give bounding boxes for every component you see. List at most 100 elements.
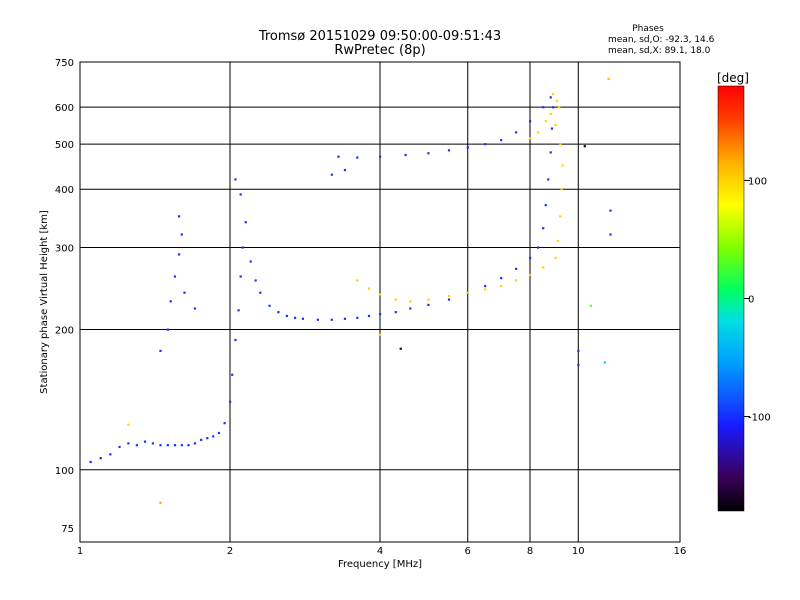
- data-point: [151, 442, 155, 445]
- data-point: [536, 246, 540, 249]
- data-point: [500, 276, 503, 280]
- data-point: [234, 178, 237, 181]
- data-point: [536, 131, 540, 134]
- data-point: [183, 291, 186, 294]
- y-axis-ticks: 75 100 200 300 400 500 600 750: [55, 58, 74, 535]
- data-point: [206, 437, 209, 440]
- outlier-point: [577, 349, 580, 353]
- data-point: [237, 309, 240, 312]
- y-tick-label: 500: [55, 140, 74, 151]
- data-point: [409, 300, 412, 303]
- data-point: [143, 440, 147, 443]
- data-point: [427, 298, 430, 301]
- x-tick-label: 6: [465, 546, 471, 557]
- data-point: [293, 316, 297, 319]
- data-point: [515, 279, 518, 282]
- data-point: [301, 317, 305, 320]
- data-point: [552, 106, 555, 109]
- data-point: [367, 314, 371, 318]
- data-point: [394, 311, 397, 314]
- data-point: [500, 284, 503, 288]
- data-point: [212, 435, 215, 438]
- x-tick-label: 1: [77, 546, 83, 557]
- chart-subtitle: RwPretec (8p): [334, 43, 425, 58]
- grid-lines: [80, 62, 680, 542]
- colorbar-ticks: 100 0 -100: [744, 176, 771, 424]
- colorbar-tick-label: 0: [748, 295, 754, 306]
- data-point: [554, 123, 557, 126]
- data-point: [561, 164, 564, 167]
- x-tick-label: 8: [527, 546, 533, 557]
- data-point: [427, 152, 430, 155]
- data-point: [544, 204, 547, 207]
- data-point: [560, 188, 563, 191]
- x-tick-label: 16: [674, 546, 687, 557]
- outlier-point: [399, 347, 402, 350]
- y-tick-label: 400: [55, 185, 74, 196]
- y-tick-label: 100: [55, 466, 74, 477]
- data-point: [337, 155, 340, 158]
- data-point: [556, 239, 560, 243]
- y-tick-label: 300: [55, 243, 74, 254]
- data-point: [547, 178, 550, 181]
- data-point: [330, 318, 333, 321]
- data-point: [177, 215, 181, 218]
- data-point: [180, 444, 183, 447]
- phase-stats-header: Phases: [632, 24, 664, 34]
- data-point: [166, 444, 169, 447]
- y-axis-label: Stationary phase Virtual Height [km]: [39, 210, 50, 394]
- data-point: [559, 143, 562, 146]
- outlier-point: [609, 209, 612, 212]
- data-point: [484, 288, 487, 291]
- data-point: [173, 275, 177, 278]
- data-point: [549, 96, 552, 99]
- colorbar-tick-label: -100: [748, 413, 771, 424]
- data-point: [515, 267, 518, 270]
- outlier-point: [583, 145, 586, 148]
- data-point: [330, 173, 333, 176]
- data-point: [542, 106, 545, 109]
- x-tick-label: 10: [572, 546, 585, 557]
- data-point: [515, 131, 518, 134]
- data-point: [529, 137, 532, 140]
- data-point: [500, 139, 503, 142]
- outlier-point: [159, 501, 162, 504]
- data-point: [343, 317, 347, 320]
- outlier-point: [127, 423, 130, 426]
- phase-stats-o: mean, sd,O: -92.3, 14.6: [608, 35, 715, 45]
- outlier-point: [609, 233, 612, 236]
- data-point: [549, 151, 552, 154]
- data-point: [187, 444, 190, 447]
- data-points: [89, 77, 612, 504]
- outlier-point: [607, 77, 610, 81]
- data-point: [542, 266, 545, 269]
- data-point: [484, 284, 487, 288]
- data-point: [99, 457, 102, 460]
- data-point: [118, 445, 121, 449]
- data-point: [529, 120, 532, 123]
- data-point: [193, 307, 197, 310]
- data-point: [447, 149, 451, 152]
- plot-frame: [79, 61, 681, 543]
- colorbar-label: [deg]: [717, 71, 749, 85]
- x-tick-label: 2: [227, 546, 233, 557]
- data-point: [254, 279, 257, 282]
- data-point: [268, 304, 271, 307]
- data-point: [356, 156, 359, 159]
- data-point: [285, 314, 288, 318]
- data-point: [529, 256, 532, 260]
- y-tick-label: 750: [55, 58, 74, 69]
- data-point: [239, 193, 242, 196]
- data-point: [241, 246, 244, 249]
- data-point: [555, 99, 558, 102]
- data-point: [316, 318, 319, 321]
- data-point: [379, 293, 382, 296]
- data-point: [239, 275, 242, 278]
- colorbar-tick-label: 100: [748, 176, 767, 187]
- data-point: [356, 316, 359, 319]
- data-point: [379, 312, 382, 316]
- data-point: [200, 438, 203, 441]
- data-point: [554, 256, 557, 260]
- data-point: [409, 307, 412, 310]
